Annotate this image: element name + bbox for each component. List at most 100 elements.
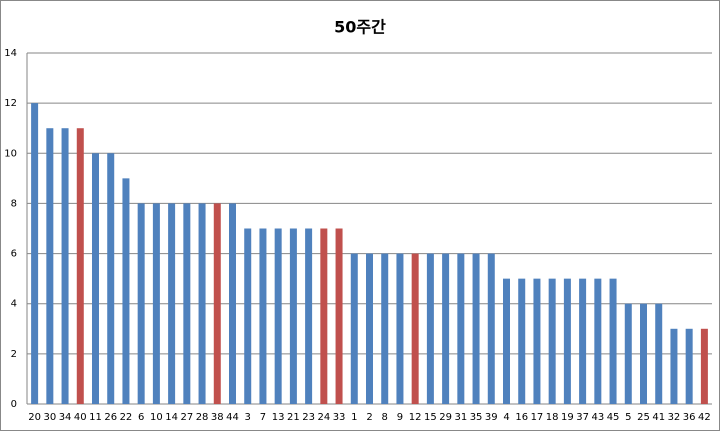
bar — [366, 253, 373, 404]
x-tick-label: 3 — [245, 412, 251, 423]
bar — [381, 253, 389, 404]
y-tick-label: 0 — [11, 399, 17, 410]
bar — [533, 278, 541, 404]
x-tick-label: 20 — [28, 412, 41, 423]
x-tick-label: 16 — [515, 412, 528, 423]
x-tick-label: 18 — [546, 412, 559, 423]
x-tick-label: 22 — [120, 412, 133, 423]
x-tick-label: 8 — [382, 412, 388, 423]
bar — [457, 253, 465, 404]
bar — [259, 228, 267, 404]
bar — [137, 203, 145, 404]
x-tick-label: 19 — [561, 412, 574, 423]
chart-title: 50주간 — [334, 18, 386, 37]
y-tick-label: 8 — [11, 198, 17, 209]
x-tick-label: 2 — [366, 412, 372, 423]
bar — [31, 103, 39, 405]
y-tick-label: 2 — [11, 349, 17, 360]
bar — [320, 228, 328, 404]
bar — [350, 253, 358, 404]
x-tick-label: 39 — [485, 412, 498, 423]
bar — [229, 203, 236, 404]
bar — [198, 203, 206, 404]
x-tick-label: 15 — [424, 412, 437, 423]
bar — [609, 278, 617, 404]
x-tick-label: 30 — [43, 412, 56, 423]
x-tick-label: 25 — [637, 412, 650, 423]
bar — [46, 128, 54, 404]
x-tick-label: 27 — [180, 412, 193, 423]
bar — [563, 278, 571, 404]
x-tick-label: 40 — [74, 412, 87, 423]
bar — [274, 228, 282, 404]
x-tick-label: 43 — [591, 412, 604, 423]
x-tick-label: 1 — [351, 412, 357, 423]
x-tick-label: 17 — [531, 412, 544, 423]
bar — [168, 203, 176, 404]
bar — [670, 328, 678, 404]
x-tick-label: 4 — [503, 412, 509, 423]
x-tick-label: 5 — [625, 412, 631, 423]
bar — [213, 203, 221, 404]
bar — [122, 178, 130, 404]
x-tick-label: 31 — [454, 412, 467, 423]
x-tick-label: 12 — [409, 412, 422, 423]
bar — [183, 203, 191, 404]
bar — [700, 328, 708, 404]
bar — [335, 228, 343, 404]
x-tick-label: 32 — [668, 412, 681, 423]
x-tick-label: 38 — [211, 412, 224, 423]
y-tick-label: 12 — [4, 98, 17, 109]
bar — [624, 303, 632, 404]
bar — [61, 128, 69, 404]
x-tick-label: 11 — [89, 412, 102, 423]
x-tick-label: 29 — [439, 412, 452, 423]
x-tick-label: 9 — [397, 412, 403, 423]
x-tick-label: 36 — [683, 412, 696, 423]
bar — [487, 253, 495, 404]
x-tick-label: 13 — [272, 412, 285, 423]
x-tick-label: 45 — [607, 412, 620, 423]
bar — [289, 228, 297, 404]
x-tick-label: 7 — [260, 412, 266, 423]
y-tick-label: 10 — [4, 148, 17, 159]
bar — [107, 153, 115, 404]
bar — [396, 253, 404, 404]
bar — [411, 253, 419, 404]
bar — [640, 303, 647, 404]
bar — [244, 228, 252, 404]
bar — [472, 253, 480, 404]
x-tick-label: 35 — [470, 412, 483, 423]
bar — [426, 253, 434, 404]
y-tick-label: 4 — [11, 299, 17, 310]
x-tick-label: 24 — [317, 412, 330, 423]
bar — [152, 203, 160, 404]
y-tick-label: 6 — [11, 249, 17, 260]
x-tick-label: 42 — [698, 412, 711, 423]
y-tick-label: 14 — [4, 48, 17, 59]
bar — [579, 278, 587, 404]
bar — [442, 253, 450, 404]
x-tick-label: 28 — [196, 412, 209, 423]
bar — [518, 278, 526, 404]
x-tick-label: 37 — [576, 412, 589, 423]
bar — [305, 228, 313, 404]
bar — [503, 278, 510, 404]
bar — [594, 278, 602, 404]
bar — [76, 128, 84, 404]
bar — [685, 328, 693, 404]
x-tick-label: 14 — [165, 412, 178, 423]
bar — [92, 153, 99, 404]
x-tick-label: 33 — [333, 412, 346, 423]
x-tick-label: 44 — [226, 412, 239, 423]
x-tick-label: 6 — [138, 412, 144, 423]
bar — [548, 278, 556, 404]
x-tick-label: 21 — [287, 412, 300, 423]
x-tick-label: 41 — [652, 412, 665, 423]
x-tick-label: 23 — [302, 412, 315, 423]
x-tick-label: 10 — [150, 412, 163, 423]
x-tick-label: 26 — [104, 412, 117, 423]
x-tick-label: 34 — [59, 412, 72, 423]
